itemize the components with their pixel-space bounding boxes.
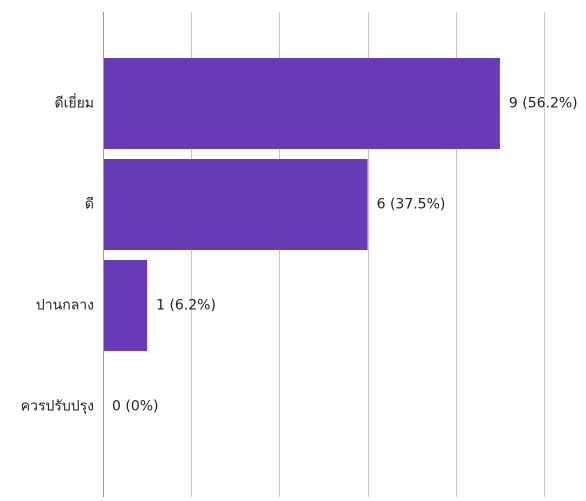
value-label-1: 6 (37.5%): [377, 197, 446, 213]
category-label-0: ดีเยี่ยม: [54, 94, 94, 112]
bar-2: [104, 260, 148, 351]
value-label-0: 9 (56.2%): [509, 96, 578, 112]
bar-0: [104, 58, 500, 149]
category-label-2: ปานกลาง: [36, 298, 94, 314]
value-labels: 9 (56.2%) 6 (37.5%) 1 (6.2%) 0 (0%): [112, 96, 578, 415]
value-label-3: 0 (0%): [112, 399, 159, 415]
category-label-1: ดี: [85, 197, 94, 213]
value-label-2: 1 (6.2%): [156, 298, 216, 314]
bars: [104, 58, 500, 351]
bar-1: [104, 159, 368, 250]
category-label-3: ควรปรับปรุง: [21, 399, 94, 415]
